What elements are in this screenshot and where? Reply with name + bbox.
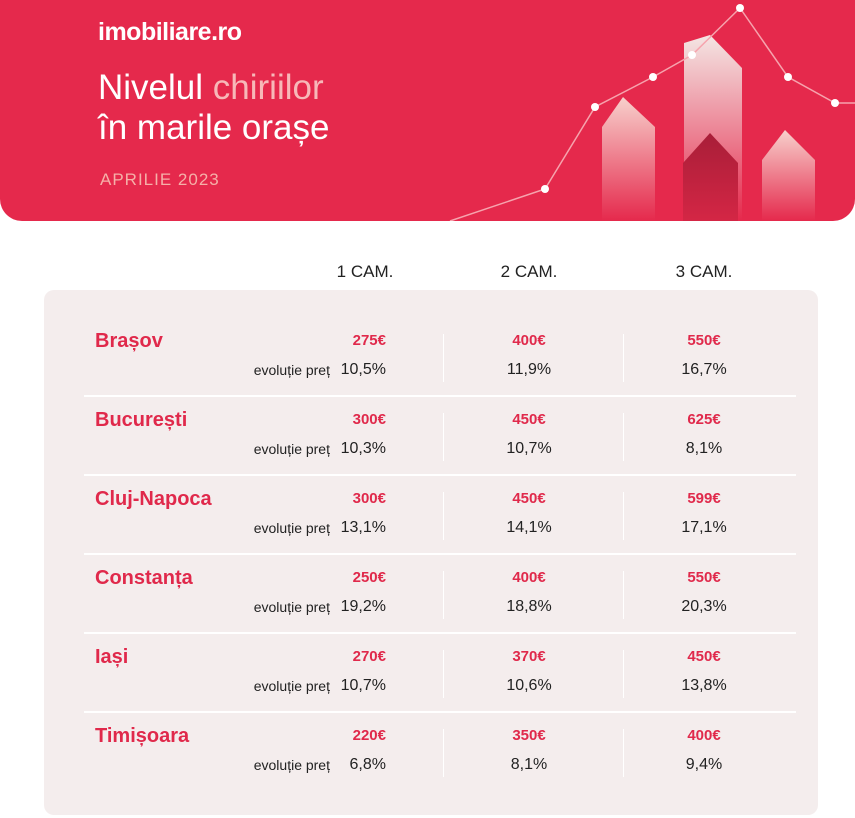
price-3cam: 400€ [687, 727, 721, 744]
column-header-1cam: 1 CAM. [336, 262, 394, 281]
column-divider [443, 729, 444, 777]
row-divider [84, 711, 796, 713]
price-3cam: 625€ [687, 411, 721, 428]
houses-chart-illustration [449, 4, 855, 221]
change-3cam: 20,3% [681, 598, 727, 615]
city-name: Timișoara [95, 725, 190, 747]
change-2cam: 18,8% [506, 598, 552, 615]
page-title: Nivelul chiriilor în marile orașe [98, 68, 329, 148]
price-3cam: 450€ [687, 648, 721, 665]
price-1cam: 250€ [352, 569, 386, 586]
change-3cam: 8,1% [685, 440, 723, 457]
evolution-label: evoluție preț [253, 757, 330, 773]
table-row: Iași evoluție preț 270€ 10,7% 370€ 10,6% 45… [44, 634, 818, 713]
table-row: Brașov evoluție preț 275€ 10,5% 400€ 11,9%… [44, 318, 818, 397]
price-3cam: 550€ [687, 332, 721, 349]
city-name: Cluj-Napoca [95, 488, 212, 510]
column-divider [443, 413, 444, 461]
column-divider [623, 729, 624, 777]
city-name: Brașov [95, 330, 163, 352]
change-3cam: 17,1% [681, 519, 727, 536]
price-3cam: 599€ [687, 490, 721, 507]
change-2cam: 11,9% [506, 361, 552, 378]
rent-table: Brașov evoluție preț 275€ 10,5% 400€ 11,9%… [44, 290, 818, 815]
price-1cam: 300€ [352, 490, 386, 507]
change-1cam: 10,7% [340, 677, 386, 694]
evolution-label: evoluție preț [253, 441, 330, 457]
table-row: Timișoara evoluție preț 220€ 6,8% 350€ 8,1… [44, 713, 818, 792]
change-1cam: 10,3% [340, 440, 386, 457]
column-divider [623, 571, 624, 619]
change-1cam: 6,8% [349, 756, 386, 773]
change-1cam: 19,2% [340, 598, 386, 615]
column-divider [623, 334, 624, 382]
subtitle-date: APRILIE 2023 [100, 170, 220, 189]
price-1cam: 300€ [352, 411, 386, 428]
row-divider [84, 474, 796, 476]
table-row: Cluj-Napoca evoluție preț 300€ 13,1% 450€ … [44, 476, 818, 555]
title-accent: chiriilor [212, 68, 324, 107]
change-3cam: 9,4% [685, 756, 723, 773]
city-name: Constanța [95, 567, 193, 589]
column-divider [443, 492, 444, 540]
table-row: București evoluție preț 300€ 10,3% 450€ 10… [44, 397, 818, 476]
logo: imobiliare.ro [98, 18, 242, 46]
price-2cam: 400€ [512, 569, 546, 586]
table-row: Constanța evoluție preț 250€ 19,2% 400€ 18… [44, 555, 818, 634]
price-2cam: 350€ [512, 727, 546, 744]
column-header-2cam: 2 CAM. [500, 262, 558, 281]
change-3cam: 13,8% [681, 677, 727, 694]
price-1cam: 275€ [352, 332, 386, 349]
price-2cam: 400€ [512, 332, 546, 349]
change-2cam: 14,1% [506, 519, 552, 536]
column-header-3cam: 3 CAM. [675, 262, 733, 281]
row-divider [84, 553, 796, 555]
row-divider [84, 395, 796, 397]
city-name: București [95, 409, 188, 431]
row-divider [84, 632, 796, 634]
column-divider [443, 571, 444, 619]
price-1cam: 270€ [352, 648, 386, 665]
evolution-label: evoluție preț [253, 599, 330, 615]
evolution-label: evoluție preț [253, 520, 330, 536]
title-line2: în marile orașe [98, 108, 330, 147]
column-divider [623, 650, 624, 698]
evolution-label: evoluție preț [253, 678, 330, 694]
price-1cam: 220€ [352, 727, 386, 744]
change-2cam: 8,1% [510, 756, 548, 773]
change-3cam: 16,7% [681, 361, 727, 378]
column-divider [623, 413, 624, 461]
column-divider [623, 492, 624, 540]
column-divider [443, 334, 444, 382]
column-divider [443, 650, 444, 698]
change-2cam: 10,6% [506, 677, 552, 694]
price-2cam: 450€ [512, 411, 546, 428]
evolution-label: evoluție preț [253, 362, 330, 378]
change-2cam: 10,7% [506, 440, 552, 457]
price-2cam: 370€ [512, 648, 546, 665]
price-3cam: 550€ [687, 569, 721, 586]
price-2cam: 450€ [512, 490, 546, 507]
title-part: Nivelul [98, 68, 213, 107]
city-name: Iași [95, 646, 129, 668]
change-1cam: 13,1% [340, 519, 386, 536]
change-1cam: 10,5% [340, 361, 386, 378]
header-banner: imobiliare.ro Nivelul chiriilor în maril… [0, 0, 855, 221]
